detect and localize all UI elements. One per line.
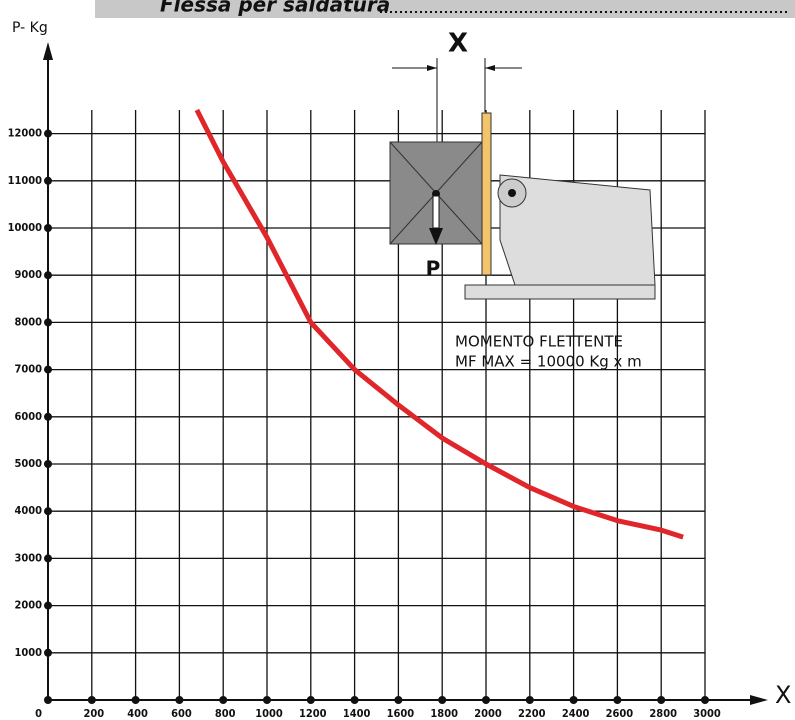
plate bbox=[482, 113, 491, 275]
tick-dot bbox=[438, 696, 446, 704]
load-arrow bbox=[433, 196, 439, 228]
x-tick-label: 800 bbox=[215, 707, 236, 720]
x-tick-label: 600 bbox=[171, 707, 192, 720]
x-tick-label: 1600 bbox=[387, 707, 415, 720]
x-tick-label: 2000 bbox=[474, 707, 502, 720]
tick-dot bbox=[482, 696, 490, 704]
y-arrow bbox=[43, 42, 53, 60]
tick-dot bbox=[44, 224, 52, 232]
tick-dot bbox=[263, 696, 271, 704]
x-arrow bbox=[750, 695, 768, 705]
tick-dot bbox=[570, 696, 578, 704]
y-tick-label: 7000 bbox=[14, 363, 42, 376]
y-tick-label: 4000 bbox=[14, 504, 42, 517]
tick-dot bbox=[88, 696, 96, 704]
y-tick-label: 6000 bbox=[14, 410, 42, 423]
x-tick-label: 400 bbox=[127, 707, 148, 720]
tick-dot bbox=[44, 130, 52, 138]
y-tick-label: 12000 bbox=[8, 127, 43, 140]
y-tick-label: 10000 bbox=[8, 221, 43, 234]
dim-arrow bbox=[485, 65, 495, 71]
tick-dot bbox=[132, 696, 140, 704]
y-tick-label: 11000 bbox=[8, 174, 43, 187]
chart-title: Flessa per saldatura bbox=[160, 0, 390, 17]
tick-dot bbox=[44, 271, 52, 279]
y-tick-label: 3000 bbox=[14, 551, 42, 564]
x-tick-label: 1200 bbox=[299, 707, 327, 720]
tick-dot bbox=[44, 554, 52, 562]
x-tick-label: 2800 bbox=[649, 707, 677, 720]
x-tick-label: 1800 bbox=[430, 707, 458, 720]
x-tick-label: 2200 bbox=[518, 707, 546, 720]
y-tick-label: 8000 bbox=[14, 315, 42, 328]
x-tick-label: 3000 bbox=[693, 707, 721, 720]
tick-dot bbox=[44, 366, 52, 374]
pivot-dot bbox=[508, 189, 516, 197]
tick-dot bbox=[526, 696, 534, 704]
diagram: X P bbox=[390, 29, 655, 300]
x-tick-label: 2600 bbox=[606, 707, 634, 720]
tick-dot bbox=[613, 696, 621, 704]
tick-dot bbox=[44, 696, 52, 704]
diagram-label: P bbox=[426, 257, 441, 281]
y-tick-label: 0 bbox=[35, 707, 42, 720]
tick-dot bbox=[44, 460, 52, 468]
x-axis-label: X bbox=[775, 681, 791, 709]
tick-dot bbox=[394, 696, 402, 704]
x-tick-label: 1400 bbox=[343, 707, 371, 720]
annotation: MOMENTO FLETTENTE bbox=[455, 333, 623, 351]
tick-dot bbox=[351, 696, 359, 704]
tick-dot bbox=[701, 696, 709, 704]
annotation: MF MAX = 10000 Kg x m bbox=[455, 353, 642, 371]
x-tick-label: 200 bbox=[83, 707, 104, 720]
x-tick-label: 1000 bbox=[255, 707, 283, 720]
tick-dot bbox=[44, 507, 52, 515]
tick-dot bbox=[44, 649, 52, 657]
y-axis-label: P- Kg bbox=[12, 20, 48, 36]
tick-dot bbox=[219, 696, 227, 704]
tick-dot bbox=[44, 602, 52, 610]
tick-dot bbox=[44, 177, 52, 185]
y-tick-label: 5000 bbox=[14, 457, 42, 470]
y-tick-label: 9000 bbox=[14, 268, 42, 281]
tick-dot bbox=[44, 413, 52, 421]
x-tick-label: 2400 bbox=[562, 707, 590, 720]
y-tick-label: 1000 bbox=[14, 646, 42, 659]
tick-dot bbox=[657, 696, 665, 704]
y-tick-label: 2000 bbox=[14, 599, 42, 612]
tick-dot bbox=[307, 696, 315, 704]
base bbox=[465, 285, 655, 299]
diagram-label: X bbox=[448, 29, 468, 59]
chart: Flessa per saldatura P- Kg X X P MOMENTO… bbox=[0, 0, 795, 720]
dim-arrow bbox=[427, 65, 437, 71]
tick-dot bbox=[175, 696, 183, 704]
tick-dot bbox=[44, 318, 52, 326]
